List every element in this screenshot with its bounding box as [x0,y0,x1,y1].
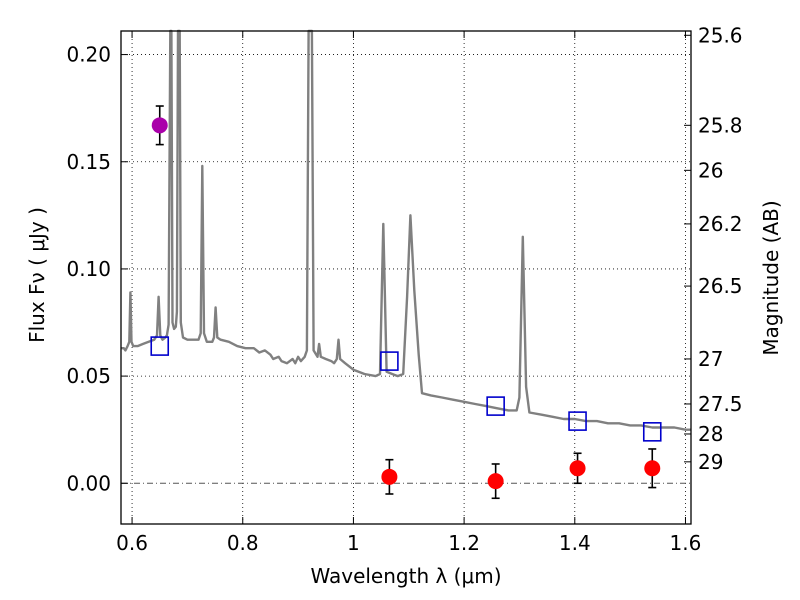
right-tick-label: 29 [698,450,723,474]
model-spectrum-line [121,29,691,431]
nondetection-point [487,473,504,490]
model-spectrum-series [121,29,691,431]
x-tick-label: 1.6 [670,531,702,555]
y-axis-title: Flux Fν ( μJy ) [25,207,49,343]
x-tick-label: 0.6 [116,531,148,555]
y-tick-label: 0.20 [66,43,111,67]
x-tick-label: 0.8 [227,531,259,555]
x-tick-label: 1 [347,531,360,555]
synthetic-photometry-square [150,336,170,356]
right-tick-label: 26.5 [698,274,743,298]
photometry-markers [150,105,662,500]
plot-frame [120,30,692,525]
axis-ticks: 0.6 0.8 1 1.2 1.4 1.6 0.00 0.05 0.10 0.15 0.20 25.6… [66,23,742,555]
right-tick-label: 27 [698,347,723,371]
right-tick-label: 27.5 [698,392,743,416]
right-tick-label: 25.6 [698,23,743,47]
synthetic-photometry-square [642,422,662,442]
grid [121,31,691,524]
nondetection-point [569,460,586,477]
nondetection-point [381,468,398,485]
detection-point [151,117,168,134]
synthetic-photometry-square [568,411,587,431]
y-tick-label: 0.00 [66,471,111,495]
y-tick-label: 0.15 [66,150,111,174]
synthetic-photometry-square [380,351,399,371]
x-axis-title: Wavelength λ (μm) [310,564,501,588]
x-tick-label: 1.2 [448,531,480,555]
right-tick-label: 26 [698,158,723,182]
y-tick-label: 0.05 [66,364,111,388]
right-tick-label: 26.2 [698,212,743,236]
synthetic-photometry-square [486,396,505,416]
right-tick-label: 28 [698,422,723,446]
nondetection-point [644,460,661,477]
y-tick-label: 0.10 [66,257,111,281]
right-tick-label: 25.8 [698,113,743,137]
right-axis-title: Magnitude (AB) [759,200,783,355]
x-tick-label: 1.4 [559,531,591,555]
